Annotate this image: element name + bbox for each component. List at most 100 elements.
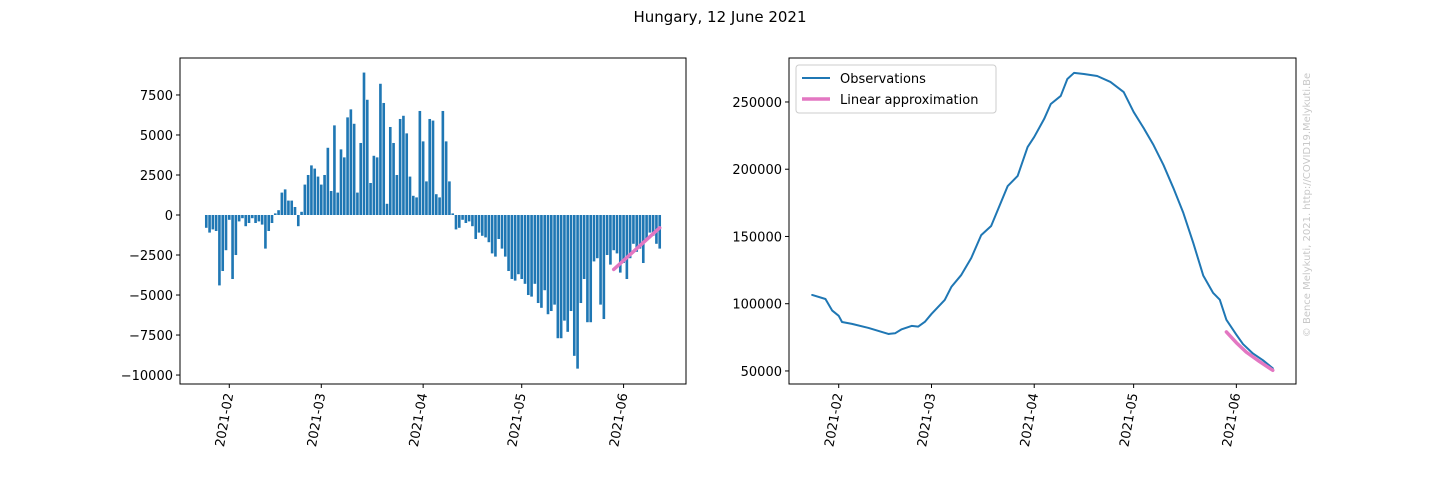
bar (490, 214, 494, 254)
bar (369, 182, 372, 215)
bar (586, 214, 589, 323)
bar (487, 214, 491, 243)
bar (618, 214, 622, 273)
bar (365, 99, 369, 215)
bar (241, 214, 244, 219)
bar (214, 214, 218, 232)
y-tick-label: 7500 (140, 89, 173, 104)
plot-area (204, 72, 662, 369)
bar (579, 214, 583, 304)
bar (589, 214, 593, 323)
bar (234, 214, 238, 256)
bar (632, 214, 635, 244)
bar (645, 214, 648, 240)
bar (431, 120, 435, 215)
bar (628, 214, 632, 259)
bar (306, 174, 310, 215)
bar (651, 214, 655, 236)
bar (648, 214, 652, 233)
watermark: © Bence Melykuti, 2021. http://COVID19.M… (1302, 73, 1313, 337)
bar (208, 214, 211, 233)
bar (438, 197, 441, 215)
bar (372, 155, 376, 215)
bar (559, 214, 563, 339)
bar (533, 214, 537, 284)
bar (451, 213, 455, 215)
bar (398, 118, 402, 215)
bar (415, 197, 418, 215)
bar (615, 214, 619, 254)
y-tick-label: −5000 (129, 289, 173, 304)
bar (553, 214, 556, 305)
bar (510, 214, 514, 280)
bar (280, 192, 284, 215)
bar (402, 115, 405, 215)
bar (540, 214, 543, 308)
bar (444, 141, 448, 215)
bar (513, 214, 517, 281)
bar (342, 157, 346, 215)
bar (204, 214, 208, 228)
bar (592, 214, 596, 262)
bar (572, 214, 576, 356)
bar (336, 192, 340, 215)
bar (622, 214, 625, 264)
bar (494, 214, 497, 257)
bar (319, 184, 323, 215)
bar (273, 213, 277, 215)
y-tick-label: −7500 (129, 329, 173, 344)
bar (461, 214, 464, 220)
y-tick-label: 150000 (732, 230, 782, 245)
y-tick-label: −10000 (121, 369, 173, 384)
bar (500, 214, 504, 249)
y-tick-label: 2500 (140, 169, 173, 184)
bar (549, 214, 553, 312)
bar (467, 214, 471, 222)
bar (293, 206, 297, 215)
bar (408, 176, 412, 215)
y-tick-label: −2500 (129, 249, 173, 264)
bar (250, 214, 254, 219)
bar (599, 214, 602, 305)
bar (556, 214, 560, 339)
bar (536, 214, 540, 304)
bar (576, 214, 579, 369)
bar (441, 110, 445, 215)
bar (471, 214, 474, 227)
bar (428, 118, 432, 215)
bar (231, 214, 234, 280)
bar (221, 214, 225, 272)
bar (303, 184, 307, 215)
bar (609, 214, 612, 265)
bar (375, 157, 379, 215)
bar (569, 214, 573, 312)
bar (480, 214, 484, 236)
bar (635, 214, 639, 252)
bar (382, 102, 386, 215)
bar (349, 109, 353, 215)
bar (602, 214, 606, 320)
bar (260, 214, 264, 225)
legend-label: Observations (840, 72, 926, 87)
bar (434, 194, 438, 215)
bar (283, 189, 287, 215)
bar (247, 214, 251, 224)
bar (326, 147, 330, 215)
series-line (611, 226, 662, 272)
bar (464, 214, 468, 224)
axes: −10000−7500−5000−250002500500075002021-0… (121, 57, 687, 448)
bar (300, 211, 303, 215)
bar (296, 214, 300, 227)
bar (254, 214, 257, 224)
bar (237, 214, 241, 222)
bar (395, 174, 399, 215)
y-tick-label: 50000 (741, 365, 782, 380)
bar (277, 210, 280, 215)
bar (421, 141, 425, 215)
bar (362, 72, 366, 215)
bar (385, 203, 389, 215)
bar (346, 117, 349, 215)
legend-box (795, 64, 997, 114)
bar (503, 214, 507, 257)
bar (563, 214, 566, 321)
